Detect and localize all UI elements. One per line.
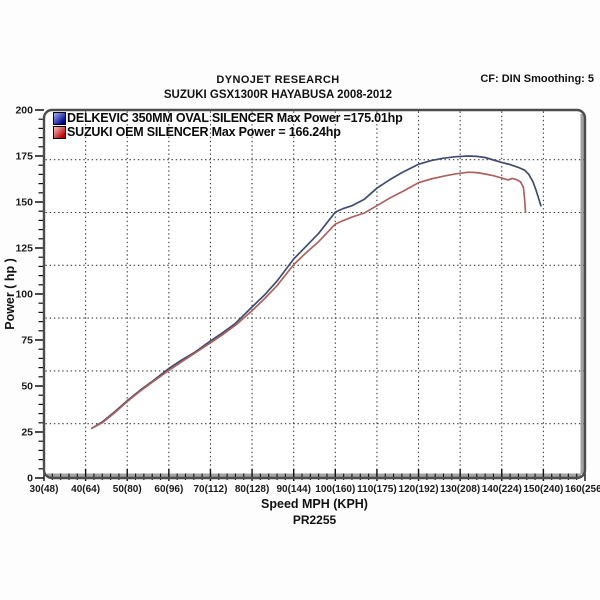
svg-text:90(144): 90(144) bbox=[276, 484, 310, 495]
svg-text:30(48): 30(48) bbox=[30, 484, 59, 495]
svg-text:50(80): 50(80) bbox=[113, 484, 142, 495]
svg-text:150: 150 bbox=[15, 197, 33, 209]
svg-text:110(175): 110(175) bbox=[357, 484, 396, 495]
legend-label-suzuki-oem: SUZUKI OEM SILENCER Max Power = 166.24hp bbox=[67, 125, 341, 139]
y-axis-title: Power ( hp ) bbox=[3, 258, 17, 330]
svg-text:70(112): 70(112) bbox=[194, 484, 228, 495]
legend-marker-red-icon bbox=[53, 125, 66, 139]
svg-text:40(64): 40(64) bbox=[71, 484, 100, 495]
svg-text:80(128): 80(128) bbox=[235, 484, 269, 495]
svg-text:60(96): 60(96) bbox=[154, 484, 183, 495]
x-axis-title: Speed MPH (KPH) bbox=[261, 497, 368, 511]
svg-text:25: 25 bbox=[21, 427, 33, 439]
svg-text:125: 125 bbox=[15, 243, 33, 255]
chart-footer-code: PR2255 bbox=[292, 513, 337, 527]
header-brand: DYNOJET RESEARCH bbox=[216, 74, 340, 86]
svg-text:130(208): 130(208) bbox=[440, 484, 480, 495]
legend-marker-blue-icon bbox=[53, 111, 66, 125]
svg-text:75: 75 bbox=[21, 335, 33, 347]
svg-text:200: 200 bbox=[15, 105, 33, 117]
svg-text:100: 100 bbox=[15, 289, 33, 301]
legend-label-delkevic: DELKEVIC 350MM OVAL SILENCER Max Power =… bbox=[67, 111, 403, 125]
legend-item-delkevic: DELKEVIC 350MM OVAL SILENCER Max Power =… bbox=[53, 111, 403, 125]
svg-text:175: 175 bbox=[15, 151, 33, 163]
svg-text:140(224): 140(224) bbox=[482, 484, 522, 495]
svg-text:50: 50 bbox=[21, 381, 33, 393]
legend-item-suzuki-oem: SUZUKI OEM SILENCER Max Power = 166.24hp bbox=[53, 125, 403, 139]
svg-text:150(240): 150(240) bbox=[523, 484, 563, 495]
svg-text:120(192): 120(192) bbox=[399, 484, 439, 495]
header-vehicle-title: SUZUKI GSX1300R HAYABUSA 2008-2012 bbox=[163, 89, 393, 101]
correction-smoothing-info: CF: DIN Smoothing: 5 bbox=[480, 73, 594, 85]
chart-legend: DELKEVIC 350MM OVAL SILENCER Max Power =… bbox=[53, 111, 403, 139]
svg-text:100(160): 100(160) bbox=[315, 484, 355, 495]
svg-text:160(256): 160(256) bbox=[565, 484, 600, 495]
svg-text:0: 0 bbox=[27, 473, 33, 485]
